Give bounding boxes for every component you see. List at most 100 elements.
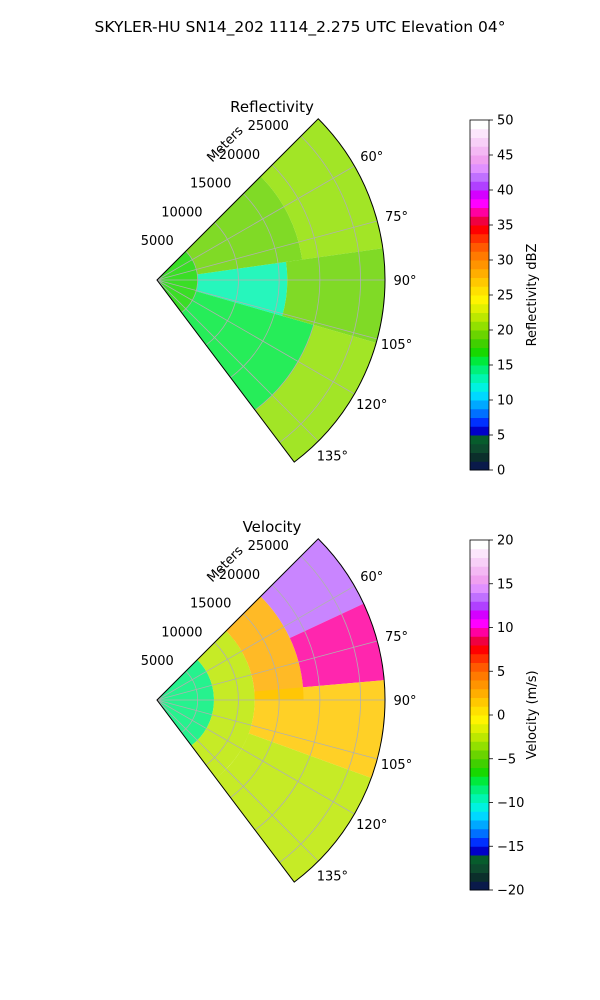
reflectivity-colorbar-swatch-8 (470, 391, 489, 401)
velocity-angular-tick-4: 120° (356, 818, 387, 833)
velocity-frame (156, 538, 386, 883)
reflectivity-colorbar-swatch-30 (470, 198, 489, 208)
reflectivity-colorbar-swatch-32 (470, 181, 489, 191)
velocity-colorbar-swatch-11 (470, 785, 489, 795)
reflectivity-radial-tick-2: 15000 (190, 177, 231, 192)
reflectivity-colorbar-swatch-16 (470, 321, 489, 331)
reflectivity-grid-spoke-4 (156, 279, 355, 395)
velocity-colorbar-swatch-1 (470, 872, 489, 882)
velocity-colorbar-swatch-8 (470, 811, 489, 821)
velocity-grid-spoke-3 (156, 699, 378, 760)
reflectivity-colorbar-tick-0: 0 (497, 464, 505, 479)
velocity-colorbar-swatch-39 (470, 540, 489, 550)
velocity-grid-spoke-5 (156, 699, 319, 862)
velocity-colorbar-swatch-36 (470, 566, 489, 576)
reflectivity-colorbar-tick-10: 50 (497, 114, 514, 129)
reflectivity-colorbar-swatch-10 (470, 373, 489, 383)
reflectivity-field-region-1 (196, 261, 288, 316)
reflectivity-colorbar-swatch-13 (470, 347, 489, 357)
velocity-field-region-1 (191, 630, 255, 779)
velocity-colorbar-swatch-9 (470, 802, 489, 812)
reflectivity-colorbar-tick-6: 30 (497, 254, 514, 269)
reflectivity-colorbar-swatch-35 (470, 155, 489, 165)
reflectivity-colorbar-swatch-25 (470, 242, 489, 252)
reflectivity-colorbar-swatch-24 (470, 251, 489, 261)
velocity-colorbar-swatch-5 (470, 837, 489, 847)
velocity-colorbar-tick-3: −5 (497, 752, 516, 767)
velocity-colorbar-swatch-34 (470, 583, 489, 593)
velocity-grid-ring-1 (205, 642, 239, 766)
velocity-colorbar-tick-8: 20 (497, 534, 514, 549)
reflectivity-colorbar-swatch-5 (470, 417, 489, 427)
reflectivity-colorbar-tick-8: 40 (497, 184, 514, 199)
velocity-colorbar-swatch-3 (470, 855, 489, 865)
velocity-field-region-2 (226, 596, 304, 700)
velocity-colorbar-swatch-7 (470, 820, 489, 830)
reflectivity-colorbar-swatch-4 (470, 426, 489, 436)
reflectivity-colorbar-swatch-18 (470, 303, 489, 313)
reflectivity-colorbar-tick-9: 45 (497, 149, 514, 164)
velocity-colorbar-swatch-26 (470, 653, 489, 663)
velocity-field-region-0 (157, 659, 215, 746)
velocity-colorbar-swatch-25 (470, 662, 489, 672)
reflectivity-colorbar-tick-2: 10 (497, 394, 514, 409)
reflectivity-angular-tick-2: 90° (393, 274, 416, 289)
velocity-radial-tick-0: 5000 (141, 654, 174, 669)
reflectivity-grid-spoke-1 (156, 220, 378, 281)
velocity-radial-tick-4: 25000 (248, 539, 289, 554)
velocity-colorbar-swatch-30 (470, 618, 489, 628)
reflectivity-colorbar-swatch-19 (470, 295, 489, 305)
reflectivity-colorbar-swatch-27 (470, 225, 489, 235)
reflectivity-colorbar-swatch-26 (470, 233, 489, 243)
velocity-angular-tick-5: 135° (317, 869, 348, 884)
velocity-colorbar-swatch-14 (470, 758, 489, 768)
reflectivity-colorbar-swatch-38 (470, 128, 489, 138)
reflectivity-radial-tick-1: 10000 (161, 205, 202, 220)
velocity-colorbar-swatch-18 (470, 723, 489, 733)
velocity-angular-tick-2: 90° (393, 694, 416, 709)
reflectivity-colorbar-swatch-22 (470, 268, 489, 278)
velocity-colorbar-swatch-28 (470, 636, 489, 646)
reflectivity-field-region-6 (255, 324, 377, 463)
reflectivity-colorbar-swatch-39 (470, 120, 489, 130)
reflectivity-grid-spoke-0 (156, 165, 355, 281)
velocity-grid-ring-2 (230, 613, 280, 798)
velocity-radial-tick-3: 20000 (219, 568, 260, 583)
reflectivity-grid-spoke-3 (156, 279, 378, 340)
reflectivity-colorbar-swatch-28 (470, 216, 489, 226)
reflectivity-colorbar-swatch-9 (470, 382, 489, 392)
velocity-colorbar-swatch-24 (470, 671, 489, 681)
reflectivity-angular-tick-0: 60° (360, 150, 383, 165)
reflectivity-colorbar-swatch-37 (470, 137, 489, 147)
velocity-colorbar-swatch-38 (470, 548, 489, 558)
velocity-colorbar-swatch-0 (470, 881, 489, 891)
velocity-title: Velocity (243, 518, 302, 536)
velocity-colorbar-swatch-12 (470, 776, 489, 786)
velocity-colorbar-tick-6: 10 (497, 621, 514, 636)
velocity-colorbar-swatch-29 (470, 627, 489, 637)
reflectivity-colorbar-swatch-33 (470, 172, 489, 182)
velocity-colorbar-swatch-15 (470, 750, 489, 760)
reflectivity-field-region-3 (181, 291, 314, 411)
reflectivity-colorbar-swatch-7 (470, 400, 489, 410)
reflectivity-colorbar-tick-1: 5 (497, 429, 505, 444)
reflectivity-radial-tick-3: 20000 (219, 148, 260, 163)
velocity-colorbar-swatch-37 (470, 557, 489, 567)
reflectivity-grid-ring-4 (279, 135, 361, 443)
reflectivity-grid-ring-2 (230, 193, 280, 378)
velocity-colorbar-tick-0: −20 (497, 884, 524, 899)
reflectivity-colorbar-swatch-34 (470, 163, 489, 173)
velocity-angular-tick-3: 105° (381, 758, 412, 773)
reflectivity-colorbar-swatch-1 (470, 452, 489, 462)
reflectivity-colorbar-swatch-12 (470, 356, 489, 366)
reflectivity-radial-tick-4: 25000 (248, 119, 289, 134)
reflectivity-title: Reflectivity (230, 98, 314, 116)
velocity-grid-spoke-0 (156, 585, 355, 701)
velocity-colorbar-tick-5: 5 (497, 665, 505, 680)
velocity-grid-ring-0 (181, 670, 199, 733)
reflectivity-colorbar-tick-3: 15 (497, 359, 514, 374)
reflectivity-angular-tick-3: 105° (381, 338, 412, 353)
velocity-colorbar-swatch-22 (470, 688, 489, 698)
